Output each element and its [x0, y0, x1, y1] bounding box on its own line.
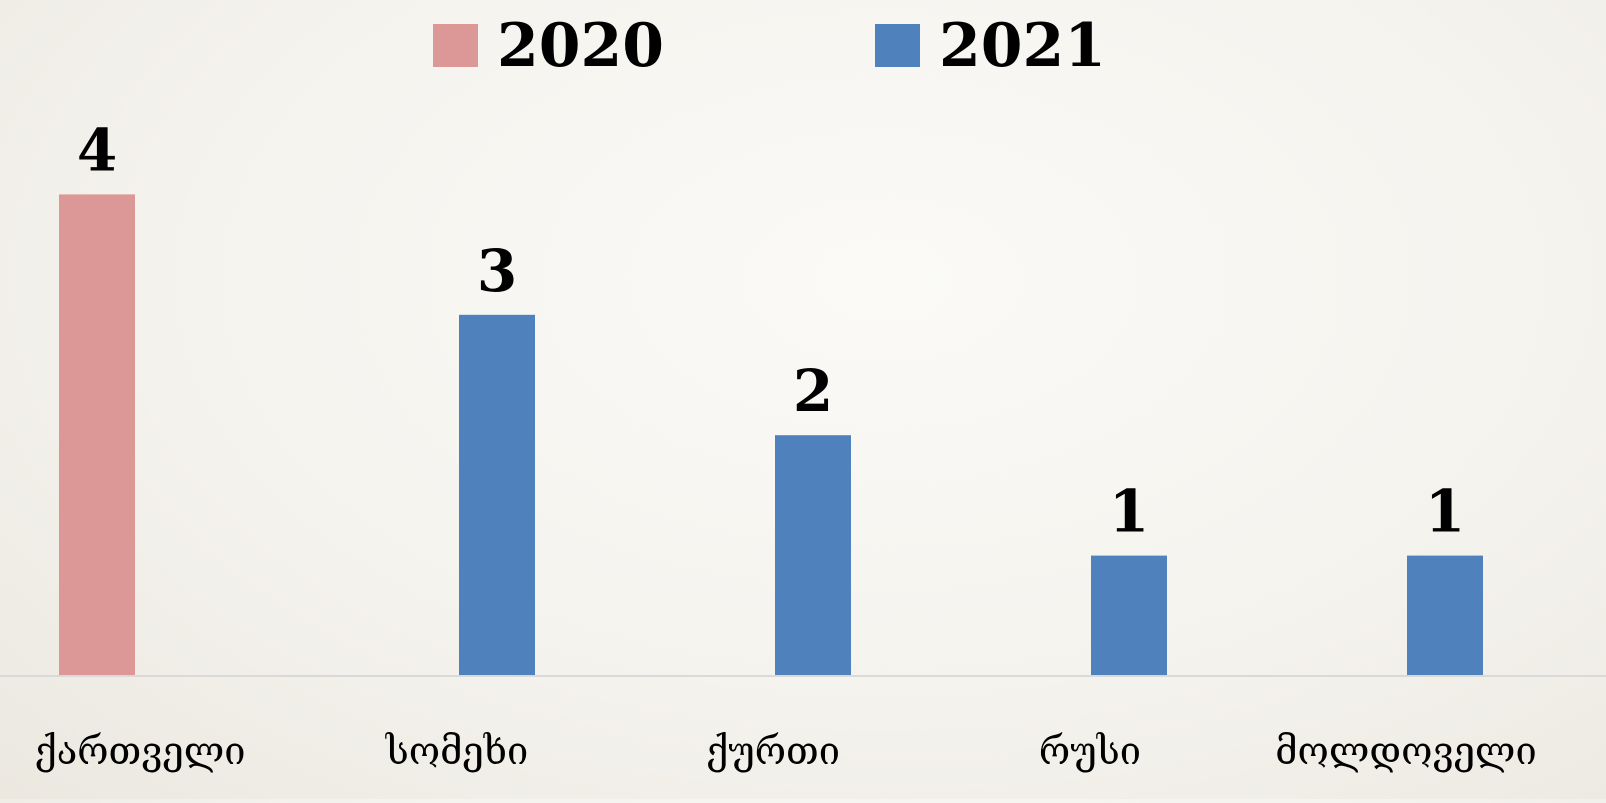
data-label-3: 2	[793, 357, 833, 425]
legend-label-2021: 2021	[939, 11, 1106, 81]
bar-2021-2	[459, 314, 535, 676]
bar-2021-4	[1091, 555, 1167, 676]
bars-group	[59, 194, 1483, 677]
legend-swatch-2021	[875, 24, 920, 67]
data-label-1: 4	[77, 116, 117, 184]
category-label-4: რუსი	[1039, 729, 1141, 773]
data-label-5: 1	[1425, 478, 1465, 546]
legend: 2020 2021	[433, 11, 1106, 81]
category-labels-group: ქართველი სომეხი ქურთი რუსი მოლდოველი	[34, 729, 1536, 773]
data-labels-group: 4 3 2 1 1	[77, 116, 1465, 545]
bar-2021-5	[1407, 555, 1483, 676]
data-label-4: 1	[1109, 478, 1149, 546]
category-label-3: ქურთი	[706, 729, 840, 773]
category-label-1: ქართველი	[34, 729, 245, 773]
bar-2020-1	[59, 194, 135, 677]
category-label-5: მოლდოველი	[1275, 729, 1536, 773]
data-label-2: 3	[477, 237, 517, 305]
category-label-2: სომეხი	[385, 729, 529, 773]
legend-label-2020: 2020	[497, 11, 664, 81]
bar-2021-3	[775, 435, 851, 676]
legend-swatch-2020	[433, 24, 478, 67]
